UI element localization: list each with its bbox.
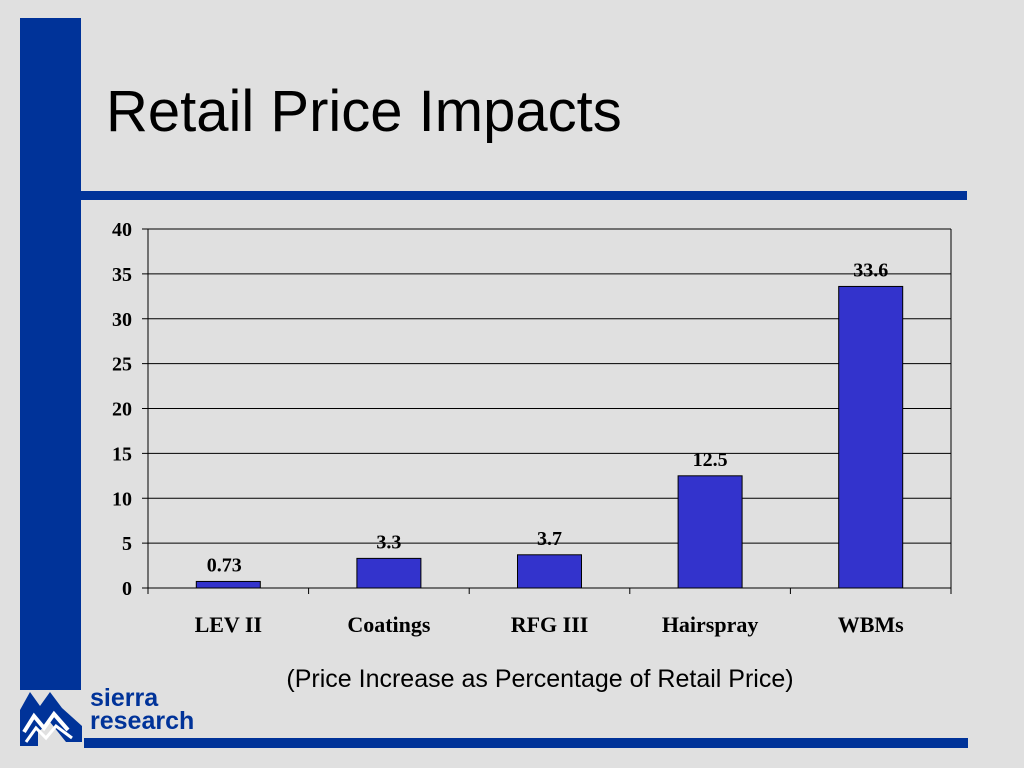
y-tick-label: 40 — [112, 219, 132, 241]
title-divider — [81, 191, 967, 200]
y-tick-label: 20 — [112, 399, 132, 421]
bar — [195, 580, 261, 589]
bar — [838, 285, 904, 589]
page-title: Retail Price Impacts — [106, 79, 622, 144]
x-tick-label: LEV II — [195, 612, 262, 637]
data-label: 3.3 — [376, 531, 401, 553]
y-tick-label: 15 — [112, 443, 132, 465]
logo-text-sierra: sierra — [90, 684, 159, 712]
bar — [677, 475, 743, 589]
data-label: 3.7 — [537, 528, 562, 550]
y-tick-label: 30 — [112, 309, 132, 331]
left-accent-bar — [20, 18, 81, 690]
data-label: 12.5 — [693, 449, 728, 471]
y-tick-label: 10 — [112, 488, 132, 510]
y-tick-label: 0 — [122, 578, 132, 600]
x-tick-label: RFG III — [511, 612, 589, 637]
mountain-logo-icon — [20, 692, 82, 746]
chart-caption: (Price Increase as Percentage of Retail … — [286, 665, 794, 693]
bars — [195, 285, 904, 589]
bar — [356, 557, 422, 589]
y-tick-label: 35 — [112, 264, 132, 286]
logo-text-research: research — [90, 707, 195, 735]
footer-divider — [84, 738, 968, 748]
grid-lines — [148, 228, 951, 588]
axes — [142, 228, 952, 594]
data-label: 0.73 — [207, 554, 242, 576]
x-tick-label: Hairspray — [662, 612, 759, 637]
labels: 0 5 10 15 20 25 30 35 40 0.73 LEV II 3.3 Coatings 3.7… — [112, 219, 904, 637]
x-tick-label: WBMs — [838, 612, 904, 637]
y-tick-label: 25 — [112, 354, 132, 376]
y-tick-label: 5 — [122, 533, 132, 555]
sierra-research-logo: sierra research — [16, 686, 216, 748]
x-tick-label: Coatings — [347, 612, 431, 637]
data-label: 33.6 — [853, 259, 888, 281]
bar — [517, 554, 582, 589]
